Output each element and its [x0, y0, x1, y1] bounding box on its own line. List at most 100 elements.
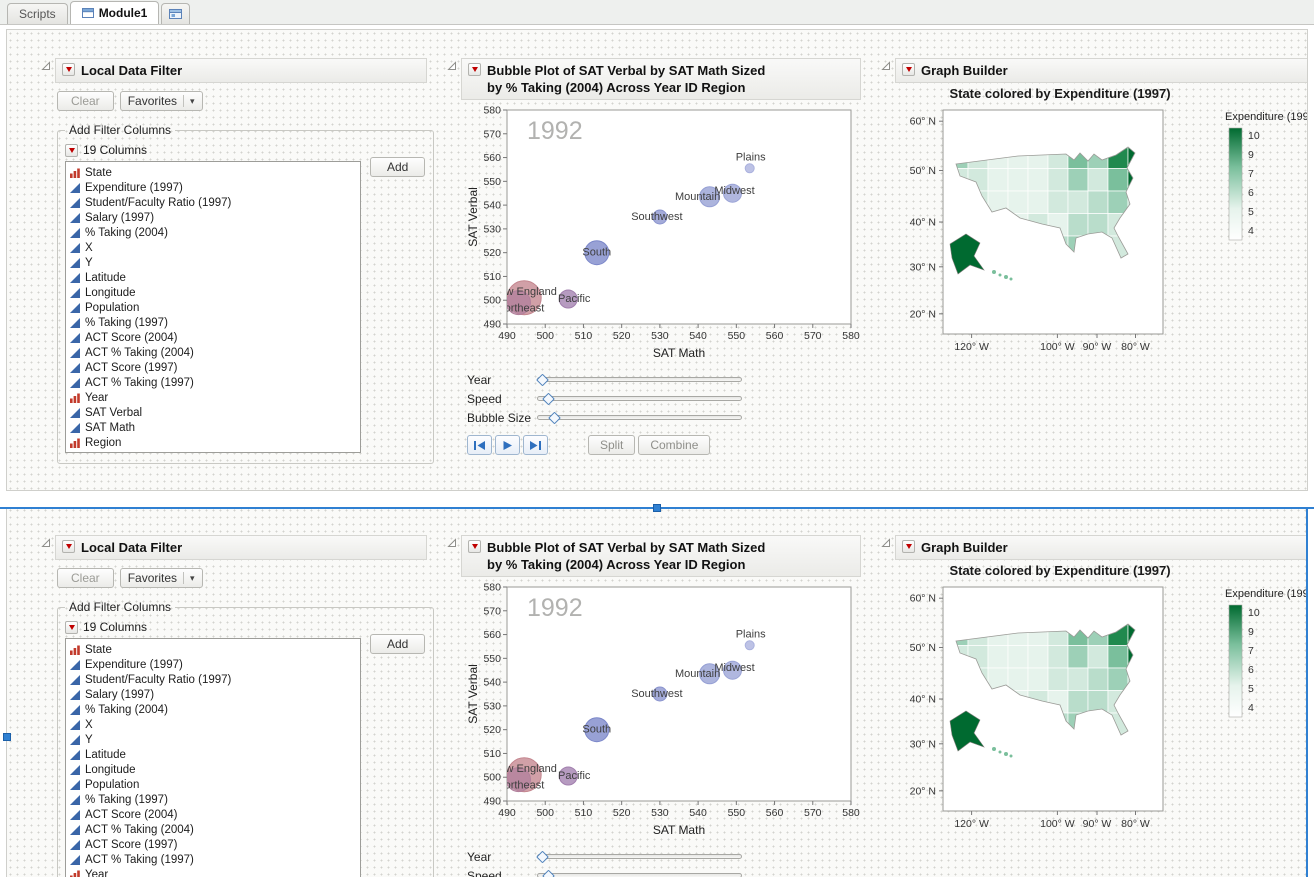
column-list-item[interactable]: Student/Faculty Ratio (1997): [70, 672, 356, 687]
red-triangle-menu-icon[interactable]: [62, 540, 75, 553]
column-list-item[interactable]: Population: [70, 300, 356, 315]
speed-slider[interactable]: [537, 869, 742, 877]
tab-new-module[interactable]: [161, 3, 191, 24]
legend-tick: 4: [1248, 702, 1254, 714]
column-list-item[interactable]: SAT Verbal: [70, 405, 356, 420]
slider-thumb[interactable]: [536, 850, 549, 864]
column-name: % Taking (2004): [85, 703, 168, 716]
column-list-item[interactable]: Latitude: [70, 270, 356, 285]
red-triangle-menu-icon[interactable]: [902, 63, 915, 76]
column-list-item[interactable]: ACT Score (2004): [70, 807, 356, 822]
column-list-item[interactable]: % Taking (1997): [70, 315, 356, 330]
filter-header: Local Data Filter: [55, 58, 427, 84]
column-list-item[interactable]: Population: [70, 777, 356, 792]
column-name: Y: [85, 256, 93, 269]
column-list-item[interactable]: % Taking (2004): [70, 702, 356, 717]
collapse-triangle-icon[interactable]: [881, 61, 891, 358]
column-list-item[interactable]: ACT % Taking (1997): [70, 852, 356, 867]
column-list-item[interactable]: SAT Math: [70, 420, 356, 435]
column-list-item[interactable]: Year: [70, 390, 356, 405]
speed-slider[interactable]: [537, 392, 742, 406]
column-list-item[interactable]: Expenditure (1997): [70, 180, 356, 195]
slider-thumb[interactable]: [542, 869, 555, 877]
split-button[interactable]: Split: [588, 435, 636, 456]
add-button[interactable]: Add: [370, 634, 426, 655]
column-list-item[interactable]: Latitude: [70, 747, 356, 762]
year-slider[interactable]: [536, 373, 742, 387]
column-list-item[interactable]: Expenditure (1997): [70, 657, 356, 672]
continuous-column-icon: [70, 302, 80, 313]
tab-scripts[interactable]: Scripts: [7, 3, 68, 24]
slider-thumb[interactable]: [542, 392, 555, 406]
collapse-triangle-icon[interactable]: [41, 61, 51, 464]
favorites-button[interactable]: Favorites ▾: [119, 568, 203, 589]
column-list-item[interactable]: ACT Score (2004): [70, 330, 356, 345]
bubble-size-slider[interactable]: [537, 411, 742, 425]
selection-handle-left[interactable]: [3, 733, 11, 741]
title-line: by % Taking (2004) Across Year ID Region: [487, 557, 746, 573]
column-list-item[interactable]: X: [70, 717, 356, 732]
bubble-label: Pacific: [558, 770, 591, 782]
clear-button[interactable]: Clear: [57, 91, 114, 112]
column-list-item[interactable]: ACT % Taking (2004): [70, 822, 356, 837]
slider-thumb[interactable]: [548, 411, 562, 425]
svg-text:490: 490: [498, 807, 516, 819]
favorites-button[interactable]: Favorites ▾: [119, 91, 203, 112]
column-list-item[interactable]: % Taking (1997): [70, 792, 356, 807]
clear-button[interactable]: Clear: [57, 568, 114, 589]
column-list-item[interactable]: Student/Faculty Ratio (1997): [70, 195, 356, 210]
collapse-triangle-icon[interactable]: [447, 61, 457, 455]
column-list[interactable]: State Expenditure (1997) Student/Faculty R…: [65, 161, 361, 454]
step-back-button[interactable]: [467, 435, 492, 456]
red-triangle-menu-icon[interactable]: [65, 144, 78, 158]
column-name: ACT % Taking (2004): [85, 346, 194, 359]
svg-text:550: 550: [483, 653, 501, 665]
selection-handle-top[interactable]: [653, 504, 661, 512]
graph-builder-panel: Graph Builder State colored by Expenditu…: [881, 58, 1308, 490]
column-list-item[interactable]: Longitude: [70, 762, 356, 777]
column-list-item[interactable]: Year: [70, 867, 356, 877]
add-button[interactable]: Add: [370, 157, 426, 178]
column-list-item[interactable]: State: [70, 642, 356, 657]
collapse-triangle-icon[interactable]: [881, 538, 891, 835]
column-list-item[interactable]: Salary (1997): [70, 210, 356, 225]
continuous-column-icon: [70, 197, 80, 208]
column-list-item[interactable]: ACT Score (1997): [70, 837, 356, 852]
tab-module1[interactable]: Module1: [69, 1, 160, 24]
collapse-triangle-icon[interactable]: [41, 538, 51, 877]
choropleth-map[interactable]: 60° N 50° N 40° N 30° N 20° N 120° W 100° W 90°…: [895, 581, 1308, 835]
column-list-item[interactable]: State: [70, 165, 356, 180]
svg-text:40° N: 40° N: [910, 217, 936, 229]
year-slider[interactable]: [536, 850, 742, 864]
slider-thumb[interactable]: [536, 373, 549, 387]
red-triangle-menu-icon[interactable]: [62, 63, 75, 76]
play-button[interactable]: [495, 435, 520, 456]
column-list-item[interactable]: ACT % Taking (1997): [70, 375, 356, 390]
red-triangle-menu-icon[interactable]: [468, 540, 481, 553]
column-list[interactable]: State Expenditure (1997) Student/Faculty R…: [65, 638, 361, 877]
column-list-item[interactable]: Y: [70, 255, 356, 270]
collapse-triangle-icon[interactable]: [447, 538, 457, 877]
red-triangle-menu-icon[interactable]: [468, 63, 481, 76]
red-triangle-menu-icon[interactable]: [65, 621, 78, 635]
column-name: Expenditure (1997): [85, 658, 183, 671]
column-list-item[interactable]: ACT Score (1997): [70, 360, 356, 375]
column-list-item[interactable]: Y: [70, 732, 356, 747]
red-triangle-menu-icon[interactable]: [902, 540, 915, 553]
choropleth-map[interactable]: 60° N 50° N 40° N 30° N 20° N 120° W 100° W 90°…: [895, 104, 1308, 358]
column-list-item[interactable]: ACT % Taking (2004): [70, 345, 356, 360]
combine-button[interactable]: Combine: [638, 435, 711, 456]
column-list-item[interactable]: Longitude: [70, 285, 356, 300]
column-list-item[interactable]: % Taking (2004): [70, 225, 356, 240]
local-data-filter-panel: Local Data Filter Clear Favorites ▾ Add …: [41, 535, 435, 877]
module-window-icon: [81, 7, 94, 19]
column-list-item[interactable]: Salary (1997): [70, 687, 356, 702]
column-list-item[interactable]: Region: [70, 435, 356, 450]
column-list-item[interactable]: X: [70, 240, 356, 255]
bubble-label: Southwest: [631, 688, 682, 700]
step-forward-button[interactable]: [523, 435, 548, 456]
column-name: Student/Faculty Ratio (1997): [85, 196, 232, 209]
bubble-label: South: [582, 247, 611, 259]
